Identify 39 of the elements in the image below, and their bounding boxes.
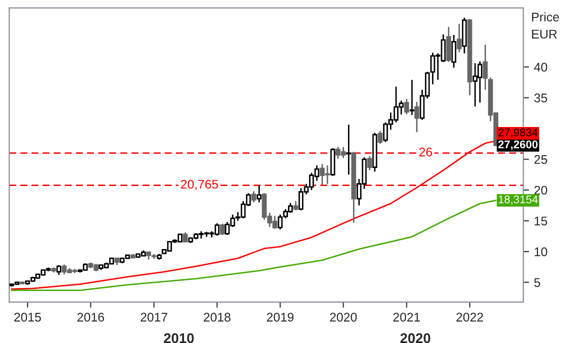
candlestick	[346, 124, 352, 176]
y-tick-label: 35	[534, 94, 548, 102]
candlestick	[456, 23, 462, 53]
text: 2020	[400, 333, 430, 343]
x-tick-label: 2018	[204, 312, 230, 322]
x-tick-label: 2015	[14, 312, 41, 322]
candlestick	[220, 223, 225, 236]
candlestick	[56, 264, 62, 276]
candlestick	[414, 101, 420, 133]
x-tick-label: 2019	[266, 312, 294, 322]
x-tick-label: 2016	[77, 312, 104, 322]
candlestick	[367, 155, 372, 172]
candlestick	[446, 26, 452, 63]
text: 2010	[164, 333, 194, 343]
candlestick	[182, 232, 188, 244]
data-label: 18,3154	[498, 196, 538, 205]
text: 27,2600	[498, 140, 538, 150]
y-axis-title: Price EUR	[532, 12, 559, 39]
x-tick-label: 2020	[330, 312, 357, 322]
candlestick	[451, 34, 456, 68]
candlestick	[378, 130, 383, 145]
ref-line-label: 26	[419, 148, 432, 156]
candlestick	[256, 185, 262, 204]
ref-line-label: 20,765	[180, 180, 218, 190]
y-tick-label: 40	[534, 62, 548, 72]
candlestick	[293, 200, 298, 212]
x-tick-label: 2017	[140, 312, 168, 322]
y-tick-label: 20	[534, 186, 548, 195]
data-label: 27,9834	[498, 128, 538, 138]
candlestick	[251, 190, 256, 204]
x-tick-label: 2022	[456, 312, 484, 322]
candlestick	[482, 44, 488, 90]
candlestick	[404, 98, 410, 116]
y-tick-label: 5	[534, 278, 540, 287]
y-tick-label: 15	[534, 216, 548, 226]
candlestick	[410, 79, 414, 116]
y-tick-label: 25	[534, 155, 548, 164]
y-tick-label: 10	[534, 247, 548, 256]
x-tick-label: 2021	[393, 312, 420, 322]
